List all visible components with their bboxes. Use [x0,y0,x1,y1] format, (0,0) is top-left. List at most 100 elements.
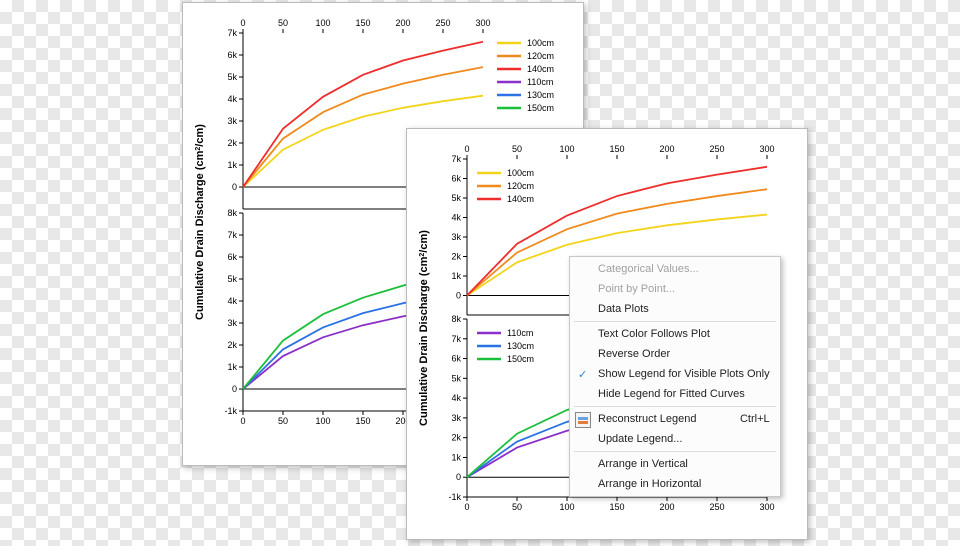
menu-separator [574,321,776,322]
x-tick-label: 300 [759,502,774,512]
legend-label[interactable]: 150cm [527,103,554,113]
y-tick-label: 2k [227,138,237,148]
x-tick-label: 0 [464,144,469,154]
y-tick-label: 6k [227,252,237,262]
x-tick-label: 100 [315,18,330,28]
x-tick-label: 150 [609,502,624,512]
legend-label[interactable]: 120cm [507,181,534,191]
menu-item-label: Reconstruct Legend [598,413,696,425]
y-tick-label: 0 [456,472,461,482]
x-tick-label: 50 [278,18,288,28]
y-tick-label: 5k [451,373,461,383]
y-tick-label: 5k [451,193,461,203]
menu-item-label: Data Plots [598,303,649,315]
menu-item-label: Text Color Follows Plot [598,328,710,340]
y-axis-label: Cumulative Drain Discharge (cm2/cm) [194,124,206,320]
x-tick-label: 250 [709,502,724,512]
y-tick-label: 7k [451,334,461,344]
y-tick-label: 1k [451,271,461,281]
y-tick-label: 4k [227,296,237,306]
y-tick-label: 2k [451,433,461,443]
menu-item-label: Hide Legend for Fitted Curves [598,388,745,400]
y-tick-label: 7k [451,154,461,164]
y-tick-label: 3k [227,116,237,126]
legend-label[interactable]: 130cm [527,90,554,100]
y-tick-label: 8k [227,208,237,218]
menu-item[interactable]: Arrange in Vertical [570,454,780,474]
legend-label[interactable]: 120cm [527,51,554,61]
menu-item: Categorical Values... [570,259,780,279]
y-tick-label: 0 [232,182,237,192]
y-tick-label: 7k [227,230,237,240]
menu-item[interactable]: Update Legend... [570,429,780,449]
y-tick-label: -1k [224,406,237,416]
legend-label[interactable]: 150cm [507,354,534,364]
x-tick-label: 0 [240,18,245,28]
x-tick-label: 50 [512,502,522,512]
y-tick-label: 6k [451,354,461,364]
y-tick-label: 6k [451,174,461,184]
y-tick-label: 0 [456,291,461,301]
x-tick-label: 100 [559,144,574,154]
menu-item-label: Reverse Order [598,348,670,360]
y-tick-label: 2k [227,340,237,350]
y-tick-label: 2k [451,252,461,262]
x-tick-label: 300 [475,18,490,28]
menu-separator [574,406,776,407]
menu-item[interactable]: Arrange in Horizontal [570,474,780,494]
menu-item[interactable]: Reconstruct Legend Ctrl+L [570,409,780,429]
x-tick-label: 0 [464,502,469,512]
menu-item[interactable]: Reverse Order [570,344,780,364]
y-tick-label: 8k [451,314,461,324]
y-tick-label: 1k [227,160,237,170]
menu-item-shortcut: Ctrl+L [740,413,770,425]
y-tick-label: 1k [451,452,461,462]
x-tick-label: 250 [435,18,450,28]
legend-label[interactable]: 140cm [527,64,554,74]
y-tick-label: 6k [227,50,237,60]
y-tick-label: 7k [227,28,237,38]
menu-item-label: Arrange in Vertical [598,458,688,470]
x-tick-label: 100 [559,502,574,512]
menu-item[interactable]: Data Plots [570,299,780,319]
x-tick-label: 150 [355,416,370,426]
legend-label[interactable]: 130cm [507,341,534,351]
x-tick-label: 50 [278,416,288,426]
menu-item-label: Update Legend... [598,433,682,445]
y-tick-label: 1k [227,362,237,372]
y-tick-label: 3k [227,318,237,328]
x-tick-label: 300 [759,144,774,154]
menu-separator [574,451,776,452]
x-tick-label: 250 [709,144,724,154]
y-axis-label: Cumulative Drain Discharge (cm2/cm) [418,230,430,426]
y-tick-label: 3k [451,413,461,423]
x-tick-label: 50 [512,144,522,154]
menu-item[interactable]: Hide Legend for Fitted Curves [570,384,780,404]
legend-context-menu[interactable]: Categorical Values... Point by Point... Da… [569,256,781,497]
x-tick-label: 100 [315,416,330,426]
menu-item: Point by Point... [570,279,780,299]
menu-item-label: Arrange in Horizontal [598,478,701,490]
y-tick-label: 0 [232,384,237,394]
y-tick-label: -1k [448,492,461,502]
x-tick-label: 150 [355,18,370,28]
legend-label[interactable]: 110cm [527,77,553,87]
x-tick-label: 150 [609,144,624,154]
menu-item[interactable]: Show Legend for Visible Plots Only [570,364,780,384]
x-tick-label: 200 [659,144,674,154]
x-tick-label: 0 [240,416,245,426]
x-tick-label: 200 [395,18,410,28]
legend-label[interactable]: 110cm [507,328,533,338]
legend-label[interactable]: 100cm [507,168,534,178]
y-tick-label: 3k [451,232,461,242]
y-tick-label: 4k [451,393,461,403]
y-tick-label: 5k [227,72,237,82]
y-tick-label: 4k [227,94,237,104]
reconstruct-legend-icon [575,412,591,428]
legend-label[interactable]: 140cm [507,194,534,204]
menu-item-label: Point by Point... [598,283,675,295]
menu-item-label: Show Legend for Visible Plots Only [598,368,770,380]
legend-label[interactable]: 100cm [527,38,554,48]
menu-item[interactable]: Text Color Follows Plot [570,324,780,344]
y-tick-label: 5k [227,274,237,284]
